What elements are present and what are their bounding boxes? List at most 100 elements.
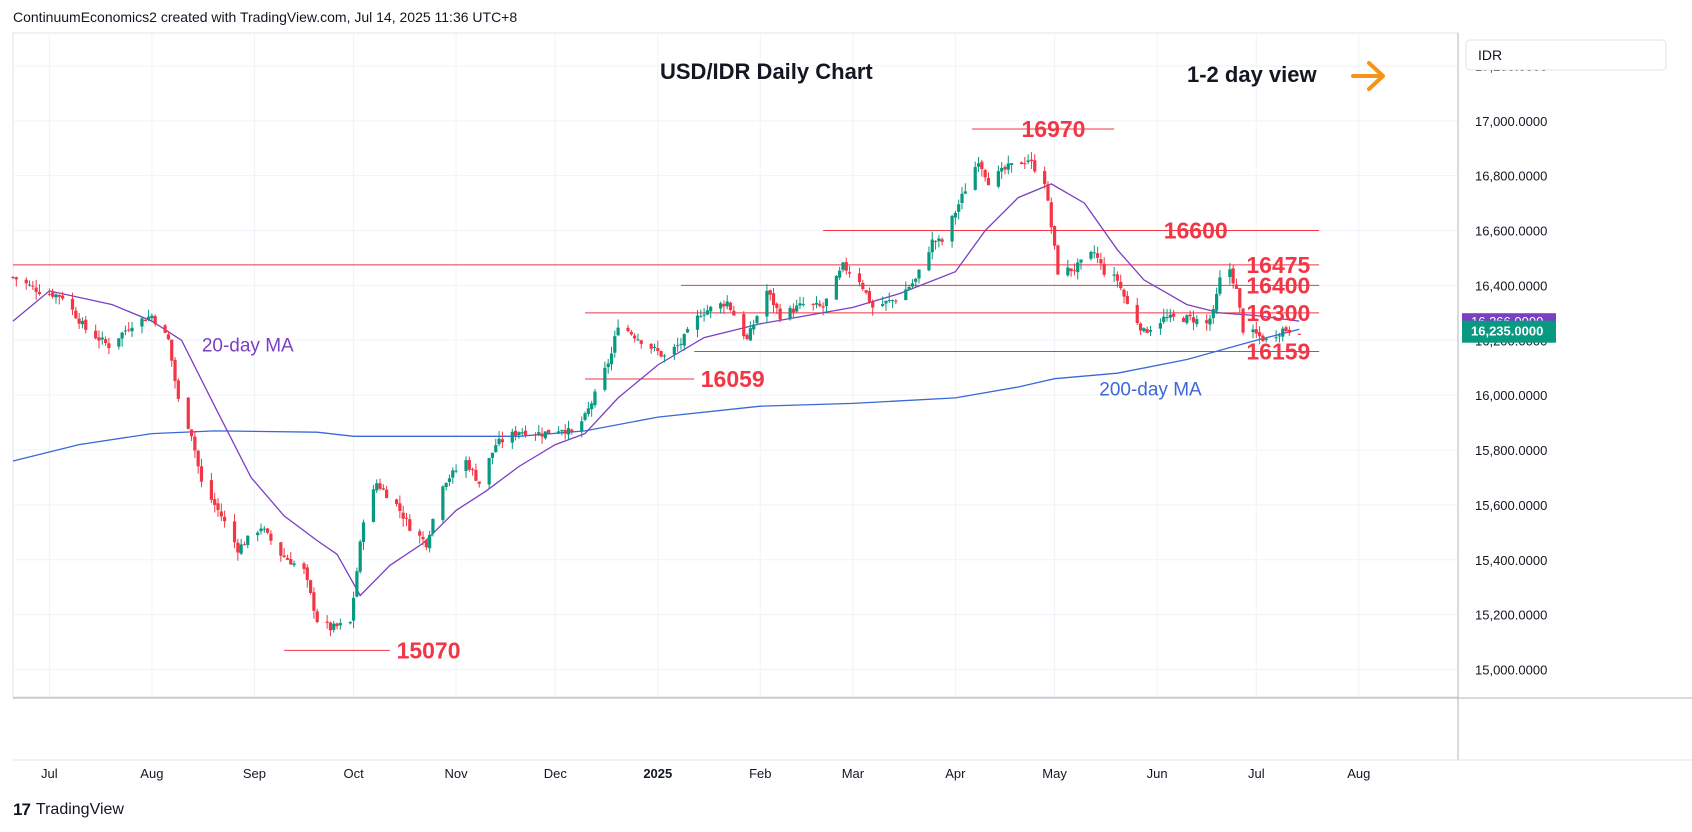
candle <box>847 265 852 278</box>
candle <box>537 425 541 437</box>
candle-body <box>146 316 151 320</box>
candle-body <box>97 337 101 341</box>
candle-body <box>219 511 223 517</box>
candle <box>497 431 501 447</box>
candle <box>335 622 339 630</box>
candle <box>312 587 316 619</box>
candle-body <box>609 353 614 365</box>
candle <box>355 567 359 598</box>
candle-body <box>77 318 81 324</box>
candle-body <box>444 483 448 487</box>
candle <box>1000 162 1004 180</box>
candle <box>778 303 782 323</box>
candle <box>1238 287 1242 313</box>
candle-body <box>1046 184 1050 201</box>
candle-body <box>497 438 501 445</box>
candle-body <box>27 284 32 286</box>
x-tick-label: Dec <box>544 766 568 781</box>
candle-body <box>1241 308 1245 333</box>
level-label-16970: 16970 <box>1022 116 1086 142</box>
candle <box>239 538 243 556</box>
candle <box>232 514 237 549</box>
candle-body <box>1112 274 1116 276</box>
candle <box>586 401 590 417</box>
tradingview-footer[interactable]: 17 TradingView <box>13 800 124 820</box>
candle-body <box>358 541 362 572</box>
candle-body <box>315 611 319 623</box>
candle <box>474 463 478 482</box>
candle-body <box>54 294 58 298</box>
candle-body <box>1277 335 1282 337</box>
candle <box>1099 252 1103 270</box>
candle <box>609 346 614 371</box>
candle <box>1297 333 1301 336</box>
candle-body <box>1274 337 1278 339</box>
candle <box>953 210 957 225</box>
candle <box>768 289 772 301</box>
candle-body <box>11 276 15 278</box>
candle <box>656 340 660 356</box>
candle <box>834 275 838 300</box>
candle <box>77 312 81 329</box>
candle <box>980 159 984 177</box>
candle <box>937 235 941 248</box>
candle-body <box>305 567 309 580</box>
last-price-value: 16,235.0000 <box>1471 324 1543 339</box>
candle-body <box>662 355 667 357</box>
candle <box>332 620 336 633</box>
candle <box>1052 225 1057 250</box>
candle <box>421 531 425 546</box>
candle-body <box>186 397 190 429</box>
candle-body <box>930 239 934 253</box>
candle <box>97 330 101 349</box>
level-label-16600: 16600 <box>1164 218 1228 244</box>
candle-body <box>514 430 518 436</box>
candle-body <box>1056 245 1060 275</box>
candle-body <box>170 339 174 361</box>
candle <box>719 301 723 314</box>
candle <box>1158 318 1163 335</box>
candle <box>560 429 564 436</box>
candle-body <box>404 517 409 519</box>
candle <box>824 298 829 313</box>
candle-body <box>1026 160 1030 163</box>
candle <box>1089 250 1093 261</box>
candle-body <box>679 343 683 345</box>
candle-body <box>1281 328 1285 337</box>
candle <box>1010 162 1014 173</box>
candle <box>556 426 561 435</box>
candle <box>742 311 746 340</box>
candle-body <box>629 331 633 335</box>
candle-body <box>196 450 200 467</box>
candle <box>467 456 471 472</box>
candle-body <box>262 528 266 530</box>
x-tick-label: Oct <box>343 766 364 781</box>
candle <box>973 161 977 191</box>
candle <box>1138 322 1143 335</box>
candle <box>791 303 795 319</box>
candle <box>11 276 15 280</box>
candle <box>1211 305 1215 325</box>
candle <box>1281 326 1285 342</box>
candle <box>679 337 683 350</box>
candle <box>1274 330 1278 342</box>
candle <box>1023 156 1027 170</box>
candle-body <box>580 421 584 432</box>
candle <box>143 319 147 322</box>
y-tick-label: 16,400.0000 <box>1475 278 1547 293</box>
candle-body <box>742 314 746 337</box>
candle-body <box>471 469 475 471</box>
candle <box>699 309 703 318</box>
candle-body <box>361 522 366 543</box>
candle-body <box>223 516 227 522</box>
candle-body <box>1122 289 1126 297</box>
candle-body <box>682 334 686 346</box>
candle <box>408 514 412 532</box>
candle-body <box>537 432 541 436</box>
tradingview-logo-icon: 17 <box>13 800 31 819</box>
candle-body <box>590 403 594 410</box>
candle-body <box>864 290 868 293</box>
candle-body <box>1185 315 1189 324</box>
candle <box>100 331 104 345</box>
